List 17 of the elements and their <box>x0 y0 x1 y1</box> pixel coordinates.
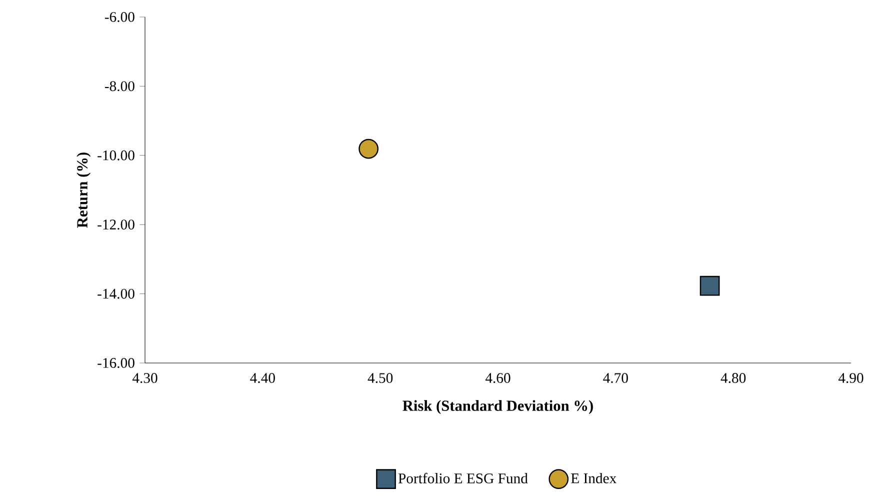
legend-label: Portfolio E ESG Fund <box>398 472 528 484</box>
x-axis-title: Risk (Standard Deviation %) <box>402 400 593 414</box>
y-tick-label: -10.00 <box>98 150 134 160</box>
y-tick-label: -12.00 <box>98 220 134 230</box>
legend-label: E Index <box>571 472 616 484</box>
x-tick-label: 4.70 <box>603 373 628 383</box>
y-tick-label: -8.00 <box>104 81 134 92</box>
x-tick-label: 4.60 <box>485 373 510 383</box>
y-tick-label: -6.00 <box>104 12 134 22</box>
y-axis-title: Return (%) <box>76 152 91 228</box>
x-tick-label: 4.30 <box>132 373 158 383</box>
y-tick-label: -16.00 <box>98 358 134 368</box>
y-tick-label: -14.00 <box>98 288 134 299</box>
x-tick-label: 4.40 <box>250 373 275 383</box>
x-tick-label: 4.90 <box>838 373 864 383</box>
x-tick-label: 4.50 <box>368 373 393 383</box>
x-tick-label: 4.80 <box>720 373 746 383</box>
